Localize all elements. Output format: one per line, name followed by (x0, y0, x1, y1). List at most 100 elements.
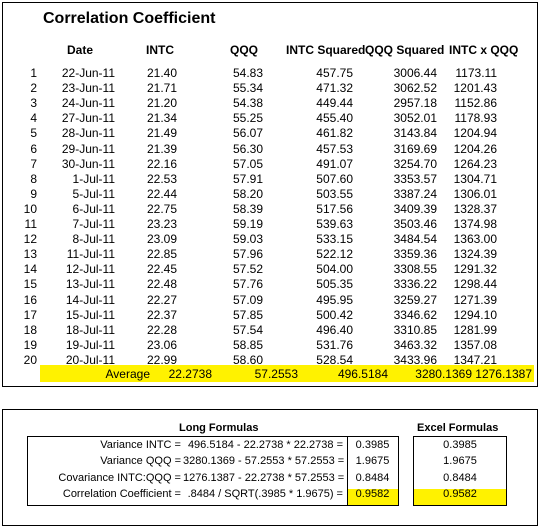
row-intc-x-qqq: 1173.11 (455, 66, 497, 80)
row-qqq-squared: 3308.55 (393, 262, 437, 277)
average-qqq-squared: 3280.1369 (415, 367, 472, 381)
row-intc-squared: 507.60 (316, 171, 353, 186)
row-qqq: 57.91 (232, 171, 263, 186)
row-intc: 21.49 (146, 126, 177, 141)
formula-result: 0.3985 (355, 439, 390, 451)
average-intc-x-qqq: 1276.1387 (475, 367, 532, 381)
row-intc-x-qqq: 1271.39 (453, 292, 497, 307)
excel-result: 0.3985 (443, 439, 477, 451)
row-qqq: 58.85 (232, 337, 263, 352)
row-intc-x-qqq: 1324.39 (453, 247, 497, 262)
row-index: 17 (23, 307, 37, 322)
average-intc: 22.2738 (168, 367, 212, 381)
long-result-highlight (347, 489, 398, 505)
row-intc-squared: 504.00 (316, 262, 353, 277)
row-date: 5-Jul-11 (72, 186, 115, 201)
formula-expression: 1276.1387 - 22.2738 * 57.2553 = (183, 471, 345, 484)
row-intc-squared: 500.42 (316, 307, 353, 322)
row-date: 15-Jul-11 (65, 307, 115, 322)
row-intc-x-qqq: 1204.26 (453, 141, 497, 156)
row-intc-x-qqq: 1204.94 (453, 126, 497, 141)
row-intc: 22.44 (146, 186, 177, 201)
formula-result: 1.9675 (355, 455, 390, 468)
row-intc: 22.16 (146, 156, 177, 171)
header-intc-squared: INTC Squared (286, 43, 366, 57)
row-intc: 22.45 (146, 262, 177, 277)
row-qqq-squared: 3062.52 (393, 81, 437, 96)
row-index: 19 (23, 337, 37, 352)
row-index: 6 (30, 141, 37, 156)
average-intc-squared: 496.5184 (337, 367, 388, 381)
row-intc: 21.71 (146, 81, 177, 96)
row-intc-x-qqq: 1291.32 (453, 262, 497, 277)
row-intc-x-qqq: 1264.23 (453, 156, 497, 171)
row-intc-squared: 455.40 (316, 111, 353, 126)
row-intc-x-qqq: 1178.93 (454, 111, 498, 126)
row-intc: 21.20 (146, 96, 177, 111)
excel-result-highlight (414, 489, 506, 505)
excel-result: 0.9582 (443, 487, 477, 500)
row-intc-squared: 449.44 (316, 96, 353, 111)
row-index: 11 (24, 217, 37, 231)
row-date: 12-Jul-11 (65, 262, 115, 277)
row-date: 18-Jul-11 (65, 322, 115, 337)
row-date: 19-Jul-11 (65, 337, 115, 352)
row-qqq-squared: 3006.44 (393, 66, 437, 80)
row-intc: 21.34 (146, 111, 177, 126)
row-intc-squared: 531.76 (316, 337, 353, 352)
row-index: 18 (23, 322, 37, 337)
formula-label: Correlation Coefficient = (62, 487, 181, 500)
row-intc-x-qqq: 1306.01 (453, 186, 497, 201)
row-index: 20 (23, 352, 37, 367)
average-row: Average 22.2738 57.2553 496.5184 3280.13… (40, 365, 534, 382)
row-qqq: 56.30 (232, 141, 263, 156)
row-intc-squared: 528.54 (316, 352, 353, 367)
row-date: 28-Jun-11 (61, 126, 115, 141)
row-qqq-squared: 3052.01 (393, 111, 437, 126)
row-intc-squared: 471.32 (316, 81, 353, 96)
row-index: 15 (23, 277, 37, 292)
row-qqq-squared: 3353.57 (393, 171, 437, 186)
row-index: 13 (23, 247, 37, 262)
row-intc-x-qqq: 1294.10 (453, 307, 497, 322)
row-qqq: 57.96 (232, 247, 263, 262)
row-qqq: 58.60 (232, 352, 263, 367)
row-qqq-squared: 3409.39 (393, 201, 437, 216)
row-intc-x-qqq: 1357.08 (453, 337, 497, 352)
row-qqq-squared: 3346.62 (393, 307, 437, 322)
header-qqq: QQQ (230, 43, 259, 57)
excel-formulas-title: Excel Formulas (417, 422, 499, 434)
row-intc: 21.39 (146, 141, 177, 156)
row-intc-x-qqq: 1304.71 (453, 171, 497, 186)
row-intc-squared: 522.12 (316, 247, 353, 262)
row-qqq-squared: 3359.36 (393, 247, 437, 262)
row-date: 30-Jun-11 (61, 156, 115, 171)
formula-result: 0.9582 (355, 487, 390, 500)
row-index: 9 (30, 186, 37, 201)
row-qqq: 58.39 (232, 201, 263, 216)
row-qqq: 55.34 (232, 81, 263, 96)
row-qqq-squared: 3387.24 (393, 186, 437, 201)
row-qqq-squared: 3143.84 (393, 126, 437, 141)
long-formulas-box (27, 436, 399, 506)
row-index: 4 (30, 111, 37, 126)
row-intc-squared: 457.75 (316, 66, 353, 80)
row-date: 24-Jun-11 (61, 96, 115, 111)
row-intc-squared: 539.63 (316, 217, 353, 231)
row-index: 3 (30, 96, 37, 111)
row-index: 12 (23, 232, 37, 247)
row-intc: 22.75 (146, 201, 177, 216)
row-intc: 23.23 (146, 217, 177, 231)
row-date: 22-Jun-11 (61, 66, 115, 80)
row-intc-squared: 505.35 (316, 277, 353, 292)
row-intc-squared: 495.95 (316, 292, 353, 307)
row-qqq-squared: 3310.85 (393, 322, 437, 337)
average-label: Average (105, 367, 150, 381)
row-intc-squared: 491.07 (316, 156, 353, 171)
header-intc: INTC (146, 43, 174, 57)
row-intc: 22.48 (146, 277, 177, 292)
row-intc-squared: 533.15 (316, 232, 353, 247)
row-intc: 22.85 (146, 247, 177, 262)
row-index: 14 (23, 262, 37, 277)
row-qqq-squared: 3259.27 (393, 292, 437, 307)
